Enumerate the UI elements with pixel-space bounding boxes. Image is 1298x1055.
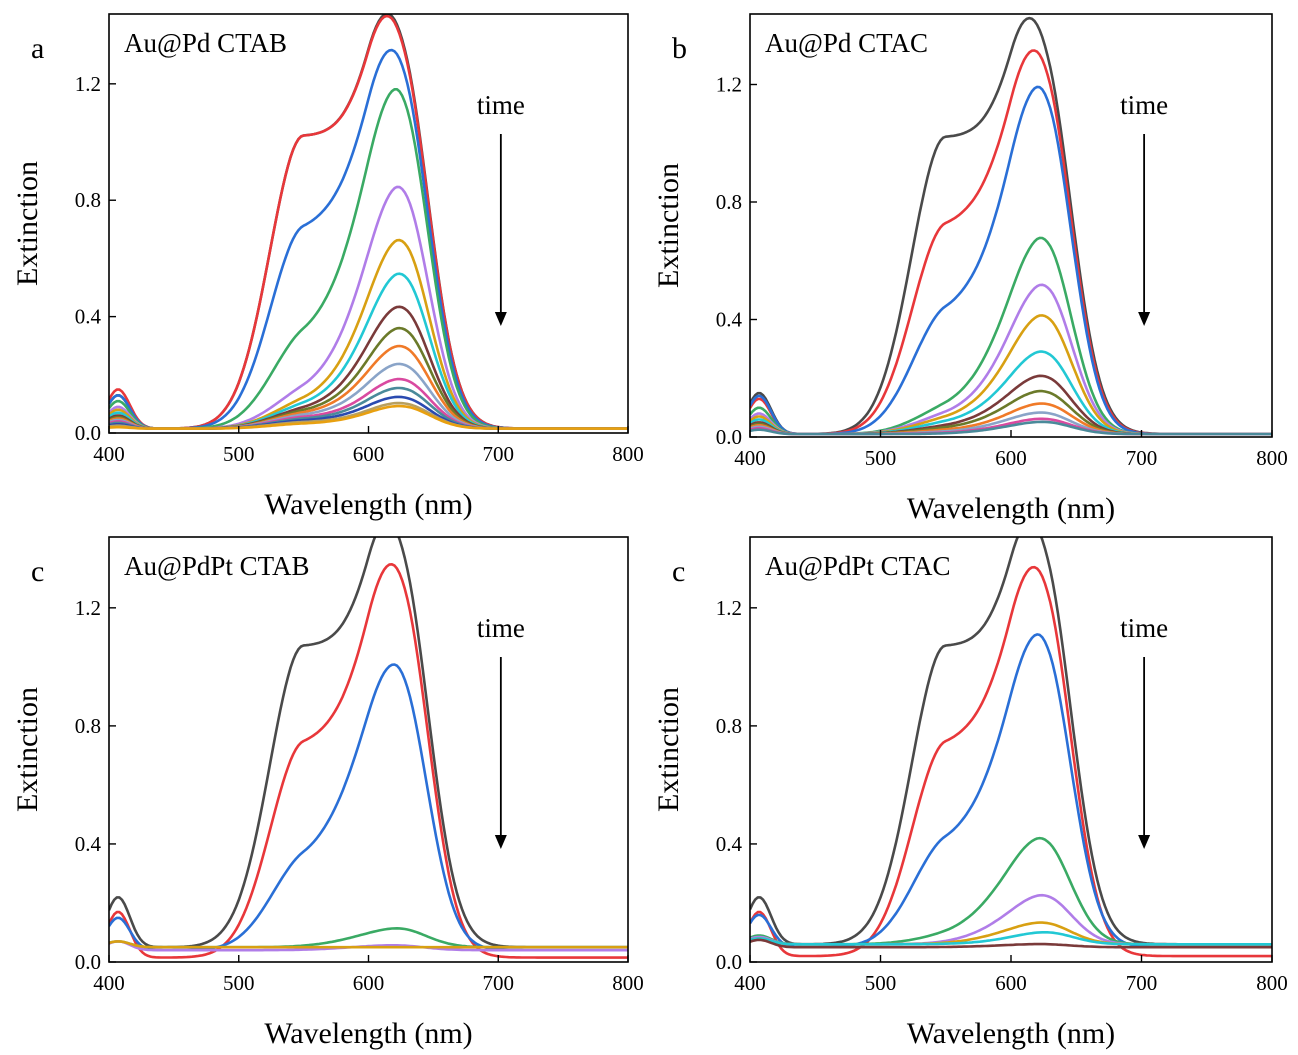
x-tick-label: 700 xyxy=(483,442,515,466)
series-line-4 xyxy=(750,236,1272,436)
x-tick-label: 700 xyxy=(1126,971,1158,995)
series-group xyxy=(750,537,1272,958)
series-line-15 xyxy=(109,401,628,430)
x-tick-label: 600 xyxy=(353,971,385,995)
series-line-12 xyxy=(109,377,628,430)
x-tick-label: 800 xyxy=(1256,446,1288,470)
time-annotation: time xyxy=(477,613,525,643)
series-line-1 xyxy=(750,16,1272,436)
panel-letter: c xyxy=(672,555,685,588)
y-tick-label: 0.0 xyxy=(75,421,101,445)
y-axis-title: Extinction xyxy=(652,163,685,288)
x-tick-label: 500 xyxy=(223,971,255,995)
y-tick-label: 1.2 xyxy=(716,73,742,97)
series-line-1 xyxy=(750,537,1272,946)
time-arrow-head xyxy=(494,835,507,849)
time-arrow-head xyxy=(494,312,507,326)
series-line-4 xyxy=(109,88,628,430)
series-line-6 xyxy=(109,940,628,949)
panel-title: Au@Pd CTAC xyxy=(765,28,928,58)
y-axis-title: Extinction xyxy=(11,161,44,286)
y-tick-label: 0.8 xyxy=(75,188,101,212)
x-tick-label: 800 xyxy=(612,442,644,466)
x-tick-label: 500 xyxy=(223,442,255,466)
y-tick-label: 0.8 xyxy=(75,714,101,738)
x-tick-label: 400 xyxy=(734,971,766,995)
y-tick-label: 0.4 xyxy=(75,832,102,856)
series-line-16 xyxy=(109,404,628,430)
panel-letter: b xyxy=(672,32,687,65)
chart-panel-4: 400 500 600 700 800 0.0 0.4 0.8 1.2 Wavelength (n… xyxy=(652,536,1288,1050)
x-tick-label: 800 xyxy=(612,971,644,995)
plot-frame xyxy=(108,536,629,963)
chart-panel-2: 400 500 600 700 800 0.0 0.4 0.8 1.2 Wavelength (n… xyxy=(652,13,1288,525)
panel-title: Au@Pd CTAB xyxy=(124,28,287,58)
y-tick-label: 1.2 xyxy=(75,72,101,96)
y-tick-label: 1.2 xyxy=(75,596,101,620)
x-tick-label: 500 xyxy=(865,971,897,995)
time-arrow-head xyxy=(1138,312,1151,326)
time-arrow-head xyxy=(1138,835,1151,849)
time-annotation: time xyxy=(1120,613,1168,643)
panel-title: Au@PdPt CTAC xyxy=(765,551,951,581)
x-tick-label: 600 xyxy=(995,971,1027,995)
y-tick-label: 0.8 xyxy=(716,714,742,738)
x-tick-label: 600 xyxy=(353,442,385,466)
series-line-4 xyxy=(109,927,628,949)
series-line-2 xyxy=(109,563,628,959)
y-tick-label: 0.8 xyxy=(716,190,742,214)
x-tick-label: 600 xyxy=(995,446,1027,470)
x-axis-title: Wavelength (nm) xyxy=(264,1017,472,1050)
y-tick-label: 0.0 xyxy=(75,950,101,974)
y-tick-label: 0.4 xyxy=(716,832,743,856)
panel-letter: a xyxy=(31,32,44,65)
series-line-11 xyxy=(109,362,628,430)
series-line-3 xyxy=(750,85,1272,436)
series-line-1 xyxy=(109,537,628,949)
x-axis-title: Wavelength (nm) xyxy=(907,1017,1115,1050)
panel-title: Au@PdPt CTAB xyxy=(124,551,310,581)
chart-panel-1: 400 500 600 700 800 0.0 0.4 0.8 1.2 Wavelength (n… xyxy=(11,13,644,521)
y-tick-label: 0.0 xyxy=(716,950,742,974)
x-tick-label: 400 xyxy=(734,446,766,470)
x-tick-label: 700 xyxy=(483,971,515,995)
y-axis-title: Extinction xyxy=(11,687,44,812)
y-tick-label: 0.4 xyxy=(75,305,102,329)
series-line-13 xyxy=(750,420,1272,436)
y-axis-title: Extinction xyxy=(652,687,685,812)
series-line-1 xyxy=(109,14,628,430)
time-annotation: time xyxy=(477,90,525,120)
x-tick-label: 700 xyxy=(1126,446,1158,470)
y-tick-label: 0.0 xyxy=(716,425,742,449)
series-group xyxy=(109,537,628,959)
panel-letter: c xyxy=(31,555,44,588)
x-tick-label: 800 xyxy=(1256,971,1288,995)
x-tick-label: 400 xyxy=(93,442,125,466)
series-line-2 xyxy=(109,14,628,430)
y-tick-label: 0.4 xyxy=(716,308,743,332)
chart-panel-3: 400 500 600 700 800 0.0 0.4 0.8 1.2 Wavelength (n… xyxy=(11,536,644,1050)
x-tick-label: 400 xyxy=(93,971,125,995)
series-group xyxy=(750,16,1272,436)
series-group xyxy=(109,14,628,430)
x-axis-title: Wavelength (nm) xyxy=(264,488,472,521)
series-line-3 xyxy=(750,633,1272,949)
y-tick-label: 1.2 xyxy=(716,596,742,620)
series-line-3 xyxy=(109,663,628,952)
series-line-7 xyxy=(750,931,1272,946)
x-axis-title: Wavelength (nm) xyxy=(907,492,1115,525)
series-line-2 xyxy=(750,565,1272,958)
series-line-8 xyxy=(750,938,1272,949)
plot-frame xyxy=(749,536,1273,963)
time-annotation: time xyxy=(1120,90,1168,120)
series-line-6 xyxy=(750,921,1272,946)
x-tick-label: 500 xyxy=(865,446,897,470)
